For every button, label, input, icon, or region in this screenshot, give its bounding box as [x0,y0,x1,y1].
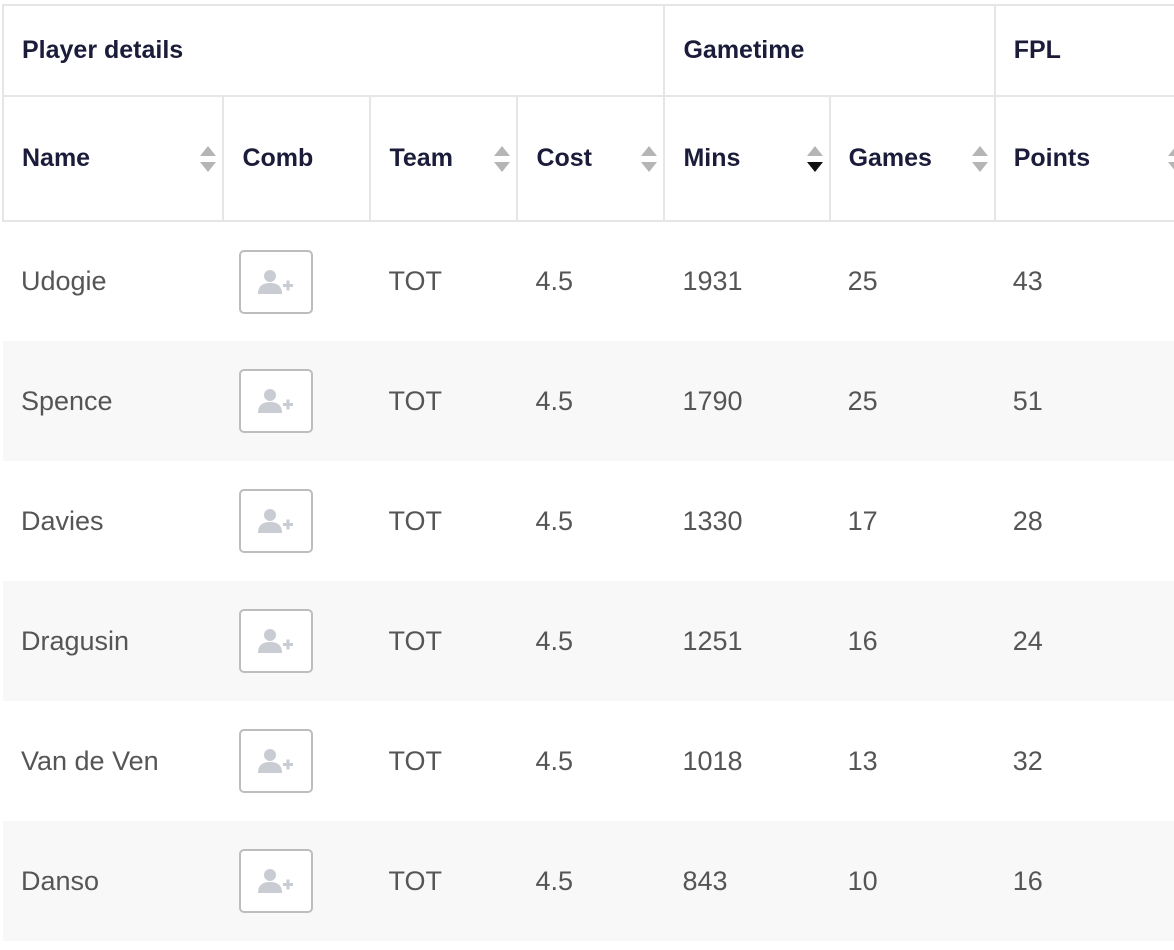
cell-team: TOT [370,821,518,941]
cell-points: 43 [1012,266,1043,296]
cell-name: Van de Ven [21,745,159,776]
cell-cost: 4.5 [517,821,665,941]
column-header-team[interactable]: Team [369,95,519,222]
cell-games: 13 [847,745,878,776]
cell-games: 17 [847,505,878,536]
cell-cost: 4.5 [535,266,573,296]
cell-name: Davies [21,505,104,536]
add-to-comb-button[interactable] [239,489,314,553]
players-table: Player details Gametime FPL Name Comb Te… [1,4,1174,941]
sort-arrows-icon[interactable] [641,145,658,172]
column-header-mins-label: Mins [683,144,741,172]
table-row: Van de Ven TOT 4.5 1018 13 32 [3,701,1174,821]
column-header-cost[interactable]: Cost [516,95,666,222]
cell-mins: 1251 [664,581,830,701]
add-user-icon [256,866,296,896]
cell-mins: 1018 [682,745,743,776]
sort-arrows-icon[interactable] [200,145,217,172]
cell-comb [223,221,370,341]
column-header-row: Name Comb Team Cost Mins Games [1,95,1174,222]
sort-arrows-icon[interactable] [494,145,511,172]
group-fpl: FPL [993,4,1174,97]
cell-games: 25 [829,341,995,461]
cell-name: Spence [3,341,224,461]
cell-points: 28 [1012,505,1043,536]
cell-comb [223,701,370,821]
table-row: Spence TOT 4.5 1790 25 51 [3,341,1174,461]
table-row: Davies TOT 4.5 1330 17 28 [3,461,1174,581]
cell-cost: 4.5 [535,505,573,536]
sort-descending-icon[interactable] [806,145,823,172]
cell-games: 25 [847,266,878,296]
add-user-icon [256,746,296,776]
add-to-comb-button[interactable] [239,729,314,793]
column-header-mins[interactable]: Mins [663,95,831,222]
cell-team: TOT [370,341,518,461]
cell-mins: 843 [664,821,830,941]
cell-team: TOT [388,505,442,536]
cell-comb [223,341,371,461]
group-player-details: Player details [1,4,666,97]
cell-cost: 4.5 [535,745,573,776]
cell-points: 16 [994,821,1174,941]
cell-points: 51 [994,341,1174,461]
cell-team: TOT [388,266,442,296]
add-to-comb-button[interactable] [239,249,314,314]
cell-points: 32 [1012,745,1043,776]
cell-comb [223,581,371,701]
cell-games: 10 [829,821,995,941]
cell-mins: 1330 [682,505,743,536]
cell-mins: 1931 [682,266,743,296]
column-header-points-label: Points [1013,144,1091,172]
cell-mins: 1790 [664,341,830,461]
cell-games: 16 [829,581,995,701]
table-body: Udogie TOT 4.5 1931 25 43 Spence TOT 4.5 1790 25 51… [3,221,1174,941]
cell-name: Danso [3,821,224,941]
sort-arrows-icon[interactable] [971,145,988,172]
cell-points: 24 [994,581,1174,701]
table-row: Udogie TOT 4.5 1931 25 43 [3,221,1174,341]
add-to-comb-button[interactable] [239,849,314,913]
cell-cost: 4.5 [517,341,665,461]
column-header-name-label: Name [22,144,91,172]
add-user-icon [256,386,296,416]
column-header-comb-label: Comb [242,144,314,172]
cell-team: TOT [370,581,518,701]
cell-team: TOT [388,745,442,776]
group-header-row: Player details Gametime FPL [1,4,1174,97]
add-to-comb-button[interactable] [239,609,314,673]
cell-name: Udogie [21,266,107,296]
column-header-cost-label: Cost [536,144,593,172]
add-user-icon [256,626,296,656]
column-header-games[interactable]: Games [828,95,996,222]
table-row: Dragusin TOT 4.5 1251 16 24 [3,581,1174,701]
table-row: Danso TOT 4.5 843 10 16 [3,821,1174,941]
column-header-games-label: Games [848,144,932,172]
add-user-icon [256,506,296,536]
group-gametime: Gametime [663,4,996,97]
cell-cost: 4.5 [517,581,665,701]
cell-name: Dragusin [3,581,224,701]
column-header-team-label: Team [389,144,453,172]
add-to-comb-button[interactable] [239,369,314,433]
sort-arrows-icon[interactable] [1168,145,1174,172]
cell-comb [223,461,370,581]
column-header-comb: Comb [222,95,372,222]
column-header-points[interactable]: Points [993,95,1174,222]
column-header-name[interactable]: Name [1,95,225,222]
add-user-icon [256,267,296,297]
cell-comb [223,821,371,941]
